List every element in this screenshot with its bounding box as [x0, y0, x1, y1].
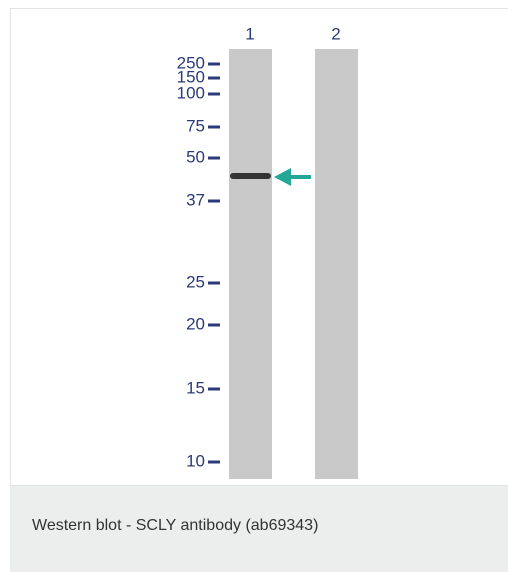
lane-label: 2	[331, 24, 340, 43]
marker-label: 75	[186, 116, 205, 135]
marker-tick	[208, 461, 220, 464]
marker-label: 15	[186, 378, 205, 397]
marker-label: 50	[186, 147, 205, 166]
caption: Western blot - SCLY antibody (ab69343)	[32, 517, 318, 535]
marker-tick	[208, 63, 220, 66]
lane-label: 1	[245, 24, 254, 43]
marker-label: 100	[177, 83, 205, 102]
marker-tick	[208, 324, 220, 327]
page: 1225015010075503725201510 Western blot -…	[0, 0, 508, 572]
marker-tick	[208, 200, 220, 203]
caption-box: Western blot - SCLY antibody (ab69343)	[10, 486, 508, 572]
marker-tick	[208, 77, 220, 80]
marker-label: 25	[186, 272, 205, 291]
marker-tick	[208, 93, 220, 96]
lane	[315, 49, 358, 479]
marker-label: 20	[186, 314, 205, 333]
marker-tick	[208, 126, 220, 129]
marker-label: 10	[186, 451, 205, 470]
marker-tick	[208, 388, 220, 391]
marker-label: 37	[186, 190, 205, 209]
lane	[229, 49, 272, 479]
arrow-head	[274, 168, 291, 186]
marker-tick	[208, 157, 220, 160]
marker-tick	[208, 282, 220, 285]
band	[230, 173, 271, 179]
